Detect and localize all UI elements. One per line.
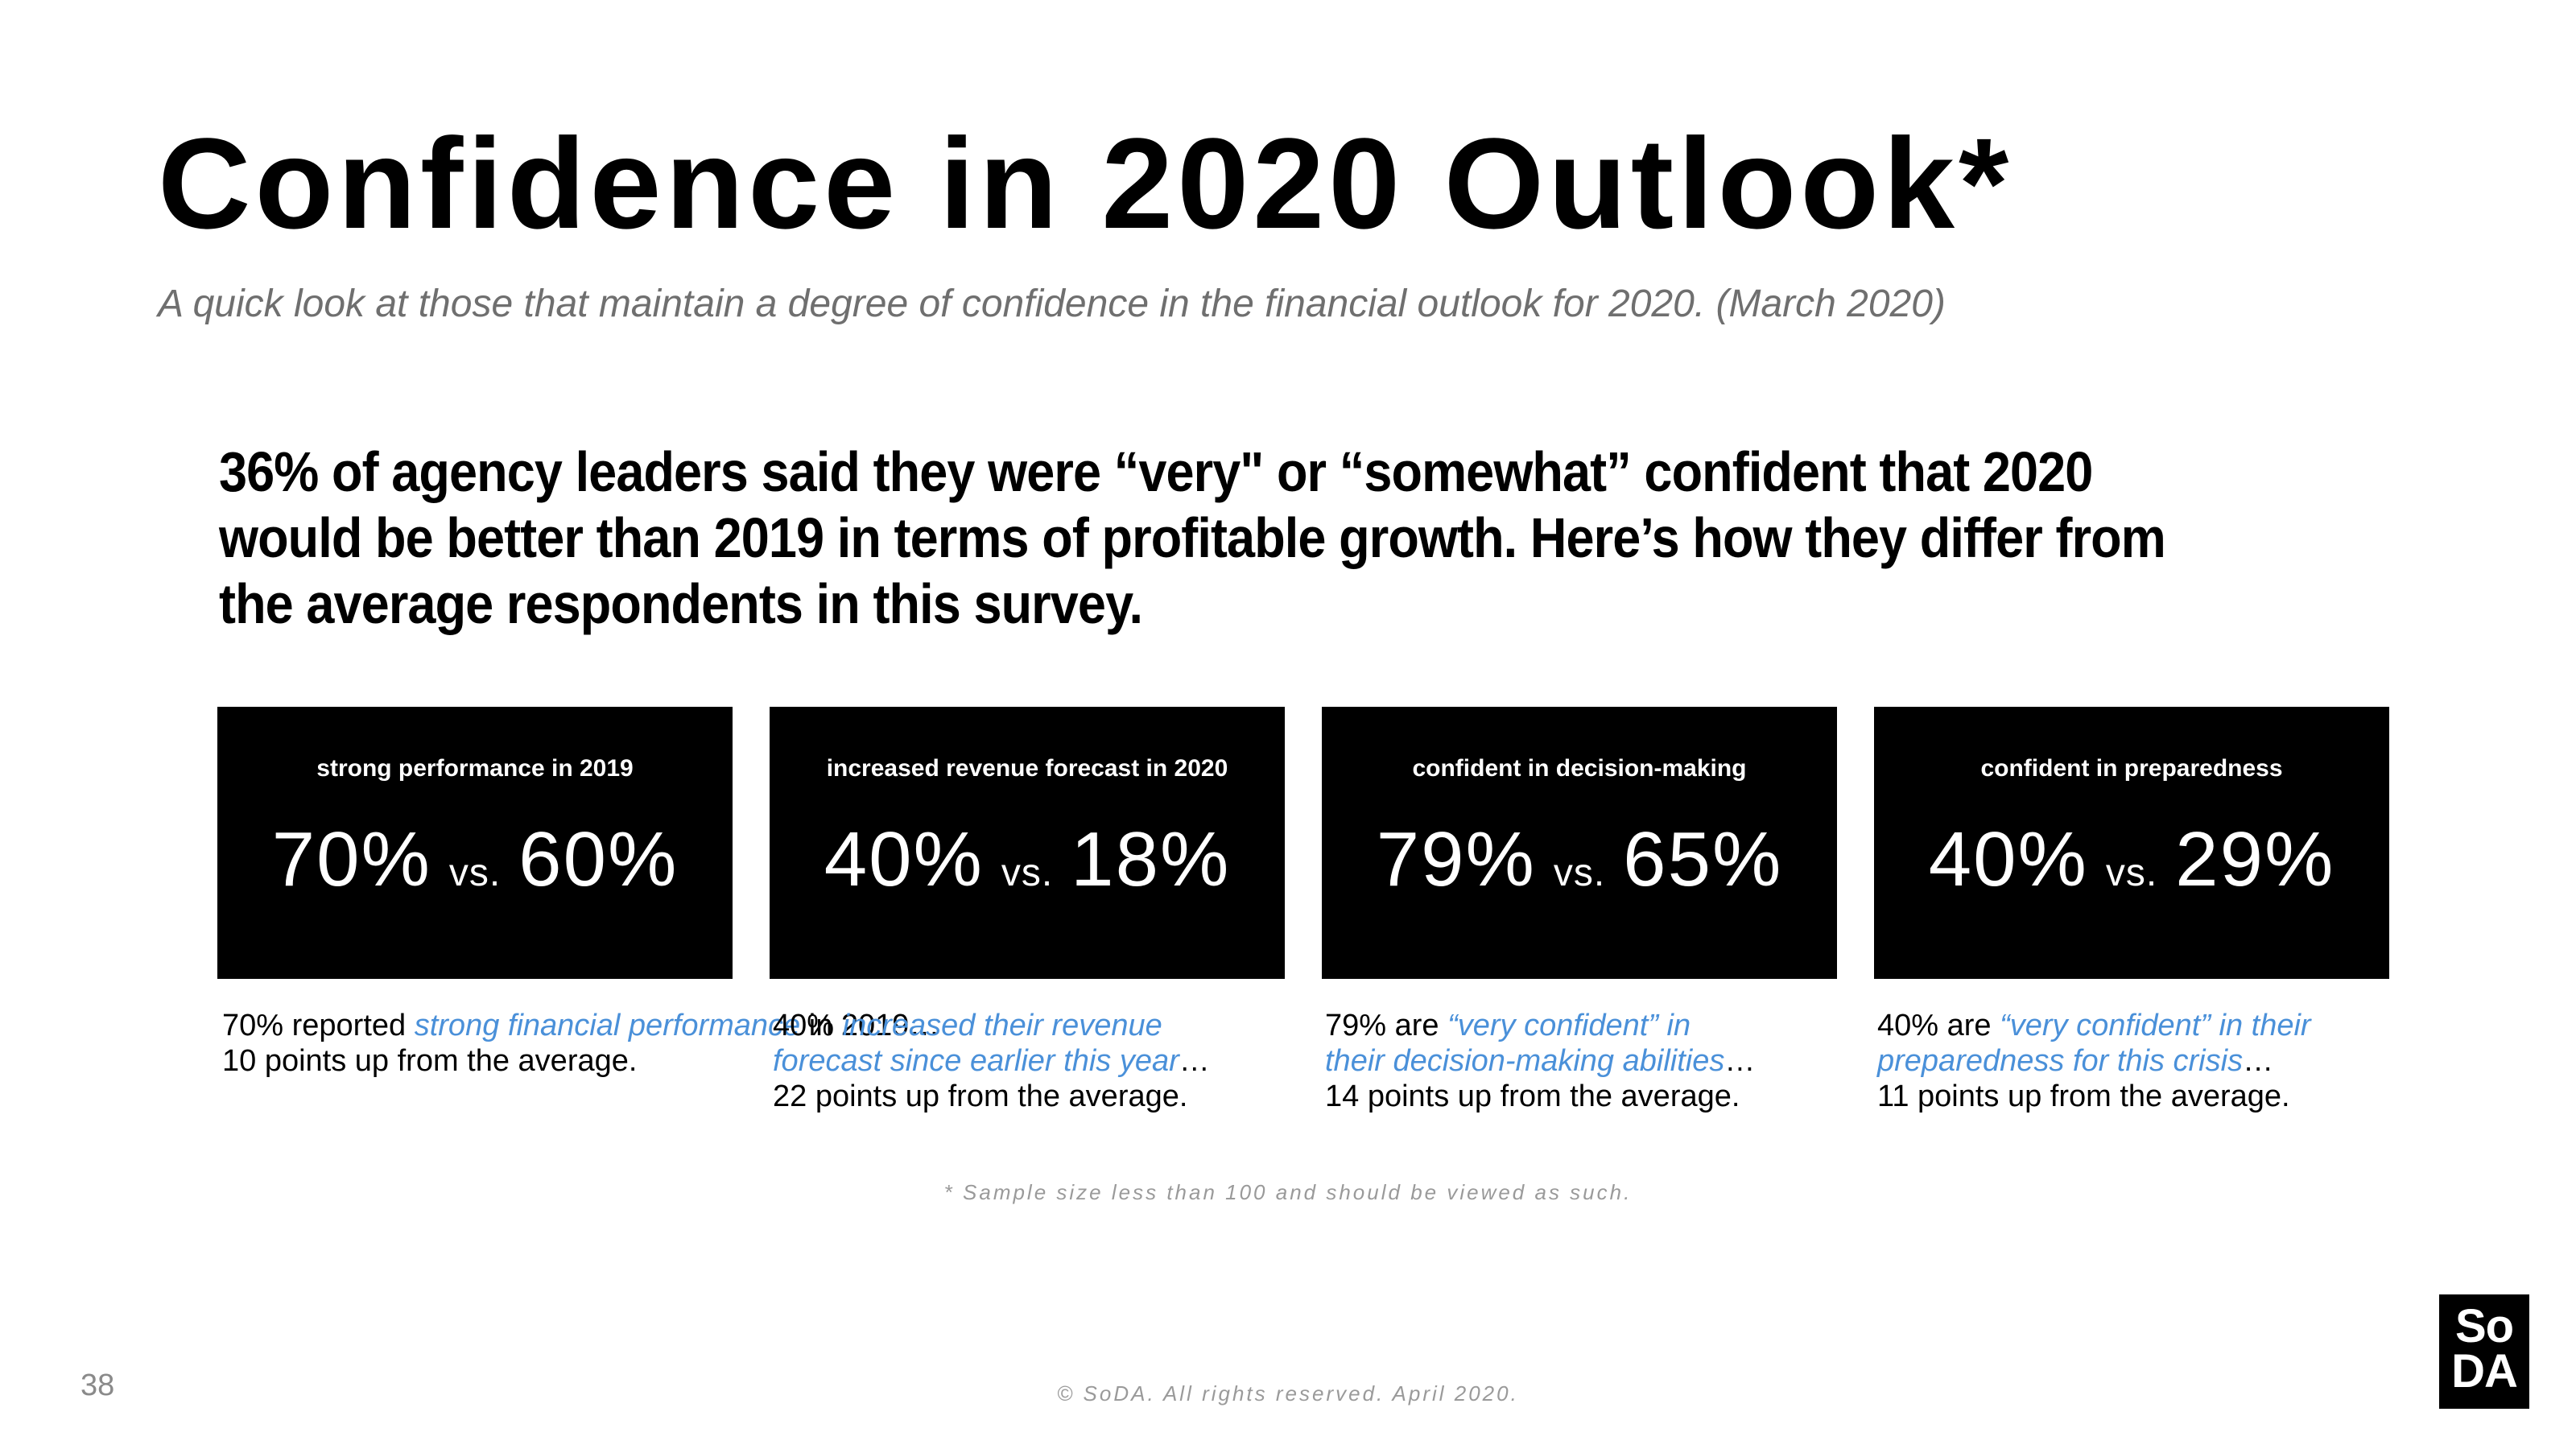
average-value: 18% xyxy=(1071,816,1231,902)
note-text: 70% reported xyxy=(222,1009,415,1042)
stat-note-decision-making: 79% are “very confident” in their decisio… xyxy=(1325,1008,1840,1114)
stat-comparison: 40% vs. 29% xyxy=(1874,815,2389,904)
confident-value: 70% xyxy=(271,816,431,902)
copyright-notice: © SoDA. All rights reserved. April 2020. xyxy=(1057,1381,1519,1406)
stat-card-decision-making: confident in decision-making 79% vs. 65% xyxy=(1322,707,1837,979)
note-text: in 2019… xyxy=(800,1009,940,1042)
stat-note-revenue: 40% increased their revenue forecast sinc… xyxy=(773,1008,1288,1114)
stat-card-revenue: increased revenue forecast in 2020 40% vs… xyxy=(770,707,1285,979)
stat-card-label: strong performance in 2019 xyxy=(316,755,634,782)
note-highlight: “very confident” in their preparedness fo… xyxy=(1877,1009,2311,1078)
vs-label: vs. xyxy=(1001,852,1054,894)
note-delta: 11 points up from the average. xyxy=(1877,1080,2290,1113)
note-highlight: increased their revenue forecast since ea… xyxy=(773,1009,1179,1078)
page-subtitle: A quick look at those that maintain a de… xyxy=(158,283,1946,325)
note-delta: 22 points up from the average. xyxy=(773,1080,1188,1113)
note-text: … xyxy=(1179,1044,1210,1078)
sample-size-footnote: * Sample size less than 100 and should b… xyxy=(943,1180,1633,1204)
stat-card-preparedness: confident in preparedness 40% vs. 29% xyxy=(1874,707,2389,979)
average-value: 65% xyxy=(1623,816,1783,902)
stat-comparison: 70% vs. 60% xyxy=(217,815,733,904)
average-value: 60% xyxy=(518,816,679,902)
page-number: 38 xyxy=(80,1368,115,1402)
stat-note-performance: 70% reported strong financial performanc… xyxy=(222,1008,939,1079)
lead-statement: 36% of agency leaders said they were “ve… xyxy=(219,440,2166,635)
note-text: 40% are xyxy=(1877,1009,2000,1042)
note-text: … xyxy=(2243,1044,2274,1078)
stat-comparison: 79% vs. 65% xyxy=(1322,815,1837,904)
vs-label: vs. xyxy=(448,852,502,894)
note-text: 79% are xyxy=(1325,1009,1448,1042)
logo-line-2: DA xyxy=(2451,1345,2518,1397)
stat-comparison: 40% vs. 18% xyxy=(770,815,1285,904)
vs-label: vs. xyxy=(2105,852,2158,894)
confident-value: 40% xyxy=(1928,816,2088,902)
stat-note-preparedness: 40% are “very confident” in their prepare… xyxy=(1877,1008,2392,1114)
note-delta: 10 points up from the average. xyxy=(222,1044,638,1078)
average-value: 29% xyxy=(2175,816,2335,902)
stat-card-label: confident in preparedness xyxy=(1980,755,2283,782)
note-highlight: strong financial performance xyxy=(414,1009,801,1042)
stat-card-performance: strong performance in 2019 70% vs. 60% xyxy=(217,707,733,979)
note-text: … xyxy=(1724,1044,1756,1078)
soda-logo: So DA xyxy=(2439,1294,2529,1409)
confident-value: 79% xyxy=(1376,816,1536,902)
note-highlight: “very confident” in their decision-making… xyxy=(1325,1009,1725,1078)
note-delta: 14 points up from the average. xyxy=(1325,1080,1740,1113)
stat-card-label: confident in decision-making xyxy=(1412,755,1747,782)
confident-value: 40% xyxy=(824,816,984,902)
stat-card-label: increased revenue forecast in 2020 xyxy=(826,755,1228,782)
note-text: 40% xyxy=(773,1009,843,1042)
page-title: Confidence in 2020 Outlook* xyxy=(158,111,2013,255)
vs-label: vs. xyxy=(1553,852,1606,894)
logo-line-1: So xyxy=(2454,1300,2514,1352)
